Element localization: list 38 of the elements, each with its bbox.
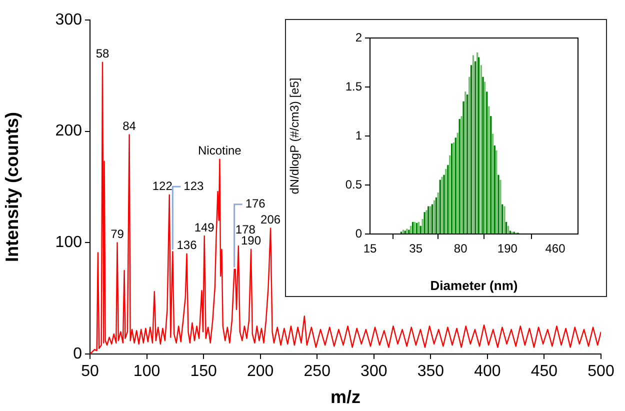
x-tick-label: 450	[530, 363, 558, 380]
annotation: 136	[176, 238, 198, 252]
y-tick-label: 0	[355, 226, 362, 240]
y-tick-label: 1.5	[345, 79, 362, 94]
x-tick-label: 200	[246, 363, 274, 380]
annotation: 206	[260, 212, 281, 227]
y-tick-label: 300	[55, 11, 82, 28]
annotation: Nicotine	[198, 143, 242, 158]
x-tick-label: 350	[417, 363, 444, 380]
annotation: 122	[152, 179, 173, 194]
x-tick-label: 190	[497, 242, 518, 256]
annotation: 178	[235, 222, 256, 236]
x-tick-label: 50	[81, 363, 99, 380]
x-tick-label: 250	[304, 363, 331, 380]
annotation: 79	[110, 226, 124, 241]
annotation: 149	[194, 220, 215, 234]
x-tick-label: 500	[588, 363, 614, 380]
x-tick-label: 80	[454, 242, 468, 256]
y-tick-label: 1	[355, 128, 362, 142]
x-tick-label: 35	[409, 242, 423, 256]
x-tick-label: 400	[474, 363, 501, 380]
y-axis-title: dN/dlogP (#/cm3) [e5]	[288, 78, 302, 194]
y-tick-label: 200	[55, 122, 82, 140]
annotation: 176	[245, 196, 266, 211]
annotation: 123	[184, 178, 204, 193]
y-tick-label: 2	[355, 30, 362, 44]
x-tick-label: 15	[363, 242, 377, 256]
y-tick-label: 0	[73, 345, 82, 362]
annotation: 58	[96, 46, 110, 61]
y-tick-label: 0.5	[345, 177, 362, 192]
x-tick-label: 100	[133, 363, 160, 380]
annotation: 84	[122, 118, 136, 133]
inset-frame: Diameter (nm) dN/dlogP (#/cm3) [e5] 15 35 80 190 460 0 0.5 1 1.5 2	[285, 19, 607, 297]
x-axis-title: Diameter (nm)	[430, 278, 518, 293]
x-tick-label: 460	[545, 242, 566, 256]
y-axis-title: Intensity (counts)	[2, 112, 22, 262]
x-axis-title: m/z	[330, 387, 361, 408]
x-tick-label: 150	[190, 363, 217, 380]
